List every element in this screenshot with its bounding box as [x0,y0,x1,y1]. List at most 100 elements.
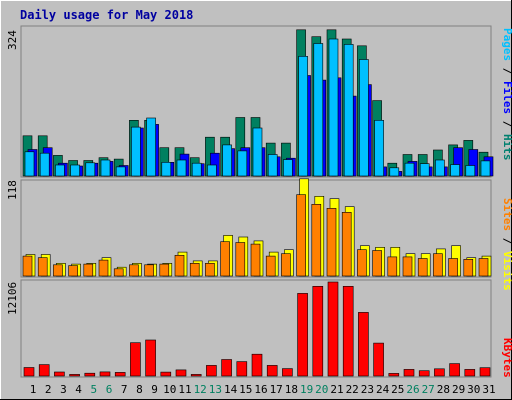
sites-sites-bar-day-21 [326,208,337,277]
hits-pages-bar-day-5 [85,162,96,177]
x-label-day-13: 13 [209,383,222,396]
x-label-day-27: 27 [422,383,435,396]
x-label-day-23: 23 [361,383,374,396]
x-label-day-3: 3 [60,383,67,396]
sites-sites-bar-day-8 [129,264,139,277]
sites-sites-bar-day-25 [387,256,398,277]
kbytes-kbytes-bar-day-27 [418,370,430,377]
x-label-day-10: 10 [163,383,176,396]
panel-hits-bars [22,29,494,177]
hits-legend-part-1: / [501,61,512,81]
x-label-day-11: 11 [178,383,191,396]
kbytes-kbytes-bar-day-13 [206,365,217,377]
kbytes-kbytes-bar-day-19 [297,293,308,377]
kbytes-kbytes-bar-day-31 [479,367,491,377]
sites-sites-bar-day-20 [311,204,322,277]
hits-pages-bar-day-25 [389,167,400,177]
sites-sites-bar-day-16 [250,243,261,277]
hits-pages-bar-day-6 [100,159,111,177]
x-label-day-1: 1 [30,383,37,396]
kbytes-kbytes-bar-day-5 [84,372,96,377]
sites-sites-bar-day-9 [144,264,154,277]
kbytes-kbytes-bar-day-3 [54,371,65,377]
x-label-day-17: 17 [270,383,283,396]
kbytes-kbytes-bar-day-24 [373,342,384,377]
hits-pages-bar-day-20 [313,43,324,177]
hits-legend-part-2: Files [501,81,512,114]
hits-pages-bar-day-18 [283,159,293,177]
kbytes-legend-part-0: KBytes [501,338,512,378]
kbytes-kbytes-bar-day-8 [130,342,141,377]
sites-sites-bar-day-18 [281,253,291,277]
hits-pages-bar-day-22 [343,44,354,177]
hits-pages-bar-day-19 [298,55,308,177]
hits-pages-bar-day-12 [191,162,202,177]
hits-pages-bar-day-9 [146,117,156,177]
kbytes-kbytes-bar-day-18 [282,368,293,377]
hits-pages-bar-day-26 [404,162,415,177]
hits-pages-bar-day-15 [237,150,248,177]
panel-hits: 324 Pages / Files / Hits [6,25,512,178]
hits-pages-bar-day-10 [161,162,172,177]
x-label-day-9: 9 [151,383,158,396]
panel-hits-ymax-label: 324 [6,30,19,50]
sites-sites-bar-day-31 [478,258,489,277]
kbytes-kbytes-bar-day-11 [175,369,187,377]
kbytes-kbytes-bar-day-10 [160,371,172,377]
x-label-day-4: 4 [75,383,82,396]
hits-pages-bar-day-2 [39,152,50,177]
kbytes-kbytes-bar-day-21 [327,281,339,377]
sites-sites-bar-day-11 [174,255,185,277]
hits-pages-bar-day-1 [24,151,35,177]
sites-sites-bar-day-13 [205,262,215,277]
kbytes-kbytes-bar-day-29 [449,363,460,377]
sites-sites-bar-day-27 [417,258,428,277]
x-label-day-30: 30 [467,383,480,396]
x-label-day-24: 24 [376,383,390,396]
sites-sites-bar-day-14 [220,241,230,277]
hits-pages-bar-day-16 [252,127,263,177]
sites-sites-bar-day-22 [341,212,352,277]
hits-pages-bar-day-24 [374,120,384,177]
x-label-day-16: 16 [254,383,267,396]
panel-kbytes-bars [23,281,491,377]
hits-pages-bar-day-31 [480,160,491,177]
kbytes-kbytes-bar-day-9 [145,339,156,377]
panel-sites-ymax-label: 118 [6,180,19,200]
sites-sites-bar-day-10 [159,263,170,277]
x-label-day-5: 5 [90,383,97,396]
panel-kbytes-legend: KBytes [501,338,512,378]
kbytes-kbytes-bar-day-15 [236,361,248,377]
hits-pages-bar-day-29 [450,164,460,177]
x-label-day-31: 31 [482,383,495,396]
sites-sites-bar-day-3 [53,264,63,277]
x-axis-day-labels: 1 2 3 4 5 6 7 8 9 10 11 12 13 14 15 16 17 18 19 20 21 22 23 24 2… [30,383,496,396]
hits-pages-bar-day-4 [70,164,80,177]
x-label-day-25: 25 [391,383,404,396]
kbytes-kbytes-bar-day-30 [464,369,476,377]
sites-sites-bar-day-7 [113,268,124,277]
hits-legend-part-0: Pages [501,28,512,61]
x-label-day-28: 28 [437,383,450,396]
kbytes-kbytes-bar-day-22 [342,285,354,377]
hits-pages-bar-day-28 [435,159,445,177]
kbytes-kbytes-bar-day-7 [114,372,126,377]
kbytes-kbytes-bar-day-26 [403,369,415,377]
sites-sites-bar-day-24 [372,250,382,277]
hits-pages-bar-day-30 [465,165,476,177]
panel-sites-legend: Sites / Visits [501,198,512,291]
kbytes-kbytes-bar-day-4 [69,374,80,377]
hits-pages-bar-day-27 [419,163,430,177]
sites-sites-bar-day-23 [357,249,367,277]
x-label-day-20: 20 [315,383,328,396]
x-label-day-18: 18 [285,383,298,396]
sites-legend-part-2: Visits [501,251,512,291]
panel-sites: 118 Sites / Visits [6,178,512,291]
chart-title: Daily usage for May 2018 [20,8,193,22]
sites-sites-bar-day-15 [235,242,246,277]
x-label-day-7: 7 [121,383,128,396]
panel-kbytes-ymax-label: 12106 [6,282,19,315]
hits-legend-part-3: / [501,114,512,134]
hits-pages-bar-day-8 [131,126,141,177]
sites-sites-bar-day-28 [433,253,443,277]
